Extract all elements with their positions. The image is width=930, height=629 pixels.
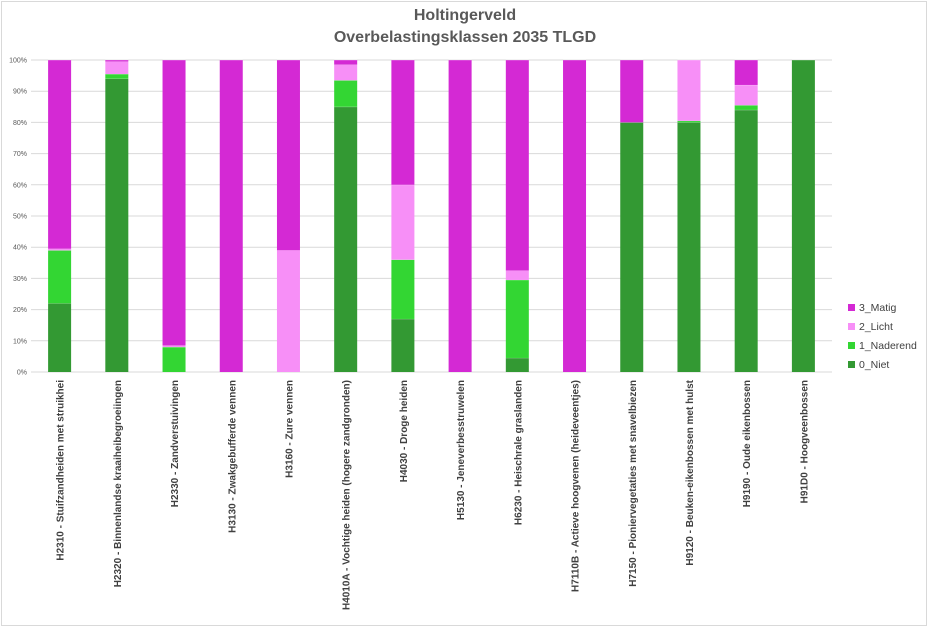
- bar-segment-0_Niet: [734, 109, 758, 373]
- legend-label: 2_Licht: [859, 321, 893, 333]
- bar-segment-2_Licht: [391, 184, 415, 260]
- legend-label: 3_Matig: [859, 302, 897, 314]
- bar-segment-0_Niet: [620, 122, 644, 373]
- y-tick-label: 90%: [13, 89, 27, 96]
- bar-segment-0_Niet: [791, 60, 815, 372]
- bar-segment-1_Naderend: [391, 259, 415, 319]
- bar-segment-3_Matig: [563, 60, 587, 372]
- y-tick-label: 30%: [13, 276, 27, 283]
- bar-segment-1_Naderend: [734, 105, 758, 110]
- bar-segment-3_Matig: [48, 60, 72, 249]
- x-category-label: H3160 - Zure vennen: [284, 380, 295, 478]
- bar-segment-0_Niet: [48, 303, 72, 372]
- x-category-label: H2330 - Zandverstuivingen: [170, 380, 181, 507]
- bar-segment-2_Licht: [505, 270, 529, 280]
- x-category-label: H9190 - Oude eikenbossen: [742, 380, 753, 507]
- bar-segment-0_Niet: [391, 318, 415, 372]
- legend-label: 1_Naderend: [859, 340, 917, 352]
- bar-segment-2_Licht: [162, 345, 186, 348]
- y-tick-label: 60%: [13, 182, 27, 189]
- bar-segment-3_Matig: [734, 60, 758, 85]
- legend-label: 0_Niet: [859, 359, 889, 371]
- legend-swatch: [848, 304, 855, 311]
- bar-segment-1_Naderend: [105, 74, 129, 79]
- y-tick-label: 40%: [13, 245, 27, 252]
- y-tick-label: 50%: [13, 214, 27, 221]
- chart-title: Holtingerveld: [413, 7, 517, 24]
- chart-subtitle: Overbelastingsklassen 2035 TLGD: [333, 29, 597, 46]
- x-category-label: H6230 - Heischrale graslanden: [513, 380, 524, 525]
- x-category-label: H4030 - Droge heiden: [399, 380, 410, 482]
- bar-segment-0_Niet: [105, 78, 129, 372]
- y-tick-label: 20%: [13, 307, 27, 314]
- legend-swatch: [848, 361, 855, 368]
- bar-segment-3_Matig: [105, 60, 129, 62]
- x-category-label: H2320 - Binnenlandse kraaiheibegroeiinge…: [113, 380, 124, 587]
- bar-segment-2_Licht: [734, 84, 758, 106]
- bar-segment-3_Matig: [162, 60, 186, 346]
- y-tick-label: 100%: [9, 58, 27, 65]
- bar-segment-2_Licht: [105, 61, 129, 75]
- y-tick-label: 70%: [13, 151, 27, 158]
- bar-segment-1_Naderend: [677, 120, 701, 123]
- y-tick-label: 80%: [13, 120, 27, 127]
- bar-segment-0_Niet: [334, 106, 358, 373]
- x-category-label: H9120 - Beuken-eikenbossen met hulst: [685, 379, 696, 565]
- x-category-label: H91D0 - Hoogveenbossen: [799, 380, 810, 503]
- legend-swatch: [848, 342, 855, 349]
- bar-segment-1_Naderend: [505, 279, 529, 358]
- bar-segment-3_Matig: [391, 60, 415, 185]
- x-category-label: H3130 - Zwakgebufferde vennen: [227, 380, 238, 533]
- bar-segment-3_Matig: [276, 60, 300, 251]
- x-category-label: H7110B - Actieve hoogvenen (heideveentje…: [571, 380, 582, 592]
- bar-segment-2_Licht: [276, 250, 300, 372]
- bar-segment-3_Matig: [448, 60, 472, 372]
- bar-segment-1_Naderend: [162, 347, 186, 372]
- x-category-label: H2310 - Stuifzandheiden met struikhei: [56, 380, 67, 561]
- bar-segment-0_Niet: [505, 357, 529, 372]
- bar-segment-2_Licht: [334, 64, 358, 81]
- y-tick-label: 0%: [17, 370, 27, 377]
- bar-segment-3_Matig: [334, 60, 358, 65]
- x-category-label: H5130 - Jeneverbesstruwelen: [456, 380, 467, 520]
- y-tick-label: 10%: [13, 338, 27, 345]
- x-category-label: H4010A - Vochtige heiden (hogere zandgro…: [342, 380, 353, 610]
- bar-segment-2_Licht: [677, 60, 701, 121]
- x-category-label: H7150 - Pioniervegetaties met snavelbiez…: [628, 380, 639, 587]
- bar-segment-3_Matig: [219, 60, 243, 372]
- bar-segment-2_Licht: [48, 248, 72, 251]
- bar-segment-1_Naderend: [334, 80, 358, 107]
- bar-segment-3_Matig: [620, 60, 644, 123]
- legend-swatch: [848, 323, 855, 330]
- bar-segment-0_Niet: [677, 122, 701, 373]
- bar-segment-1_Naderend: [48, 250, 72, 304]
- bar-segment-3_Matig: [505, 60, 529, 271]
